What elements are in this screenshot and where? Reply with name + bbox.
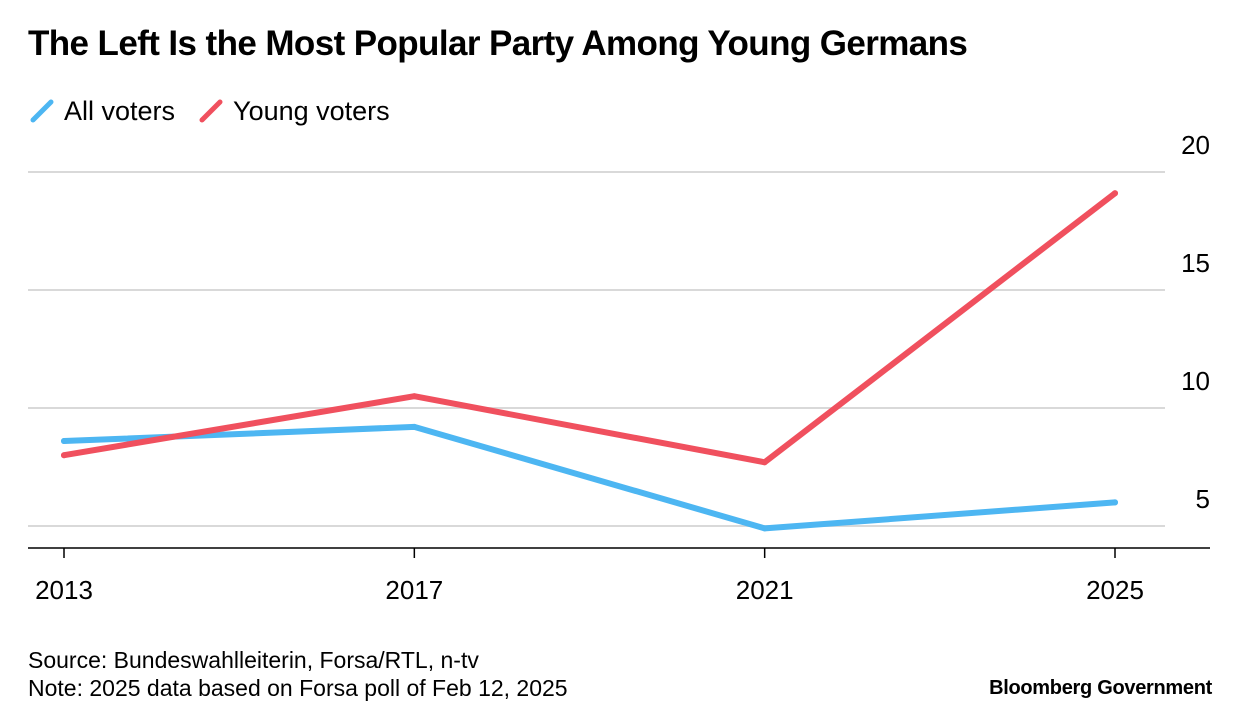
- y-tick-label-15: 15: [1181, 248, 1210, 278]
- x-tick-label-2017: 2017: [385, 575, 443, 605]
- legend-swatch-young-voters: [199, 99, 223, 123]
- series-line-young-voters: [61, 190, 1118, 466]
- data-point-young-voters-2021: [761, 459, 768, 466]
- legend-swatch-all-voters: [30, 99, 54, 123]
- data-point-all-voters-2025: [1112, 499, 1118, 506]
- data-note: Note: 2025 data based on Forsa poll of F…: [28, 675, 568, 701]
- x-tick-label-2025: 2025: [1086, 575, 1144, 605]
- y-tick-label-10: 10: [1181, 366, 1210, 396]
- source-note: Source: Bundeswahlleiterin, Forsa/RTL, n…: [28, 647, 479, 673]
- legend: All voters Young voters: [28, 94, 412, 128]
- data-point-all-voters-2021: [761, 525, 768, 532]
- y-tick-label-20: 20: [1181, 130, 1210, 160]
- data-point-young-voters-2013: [61, 452, 67, 459]
- legend-item-young-voters: Young voters: [197, 96, 390, 127]
- footer-notes: Source: Bundeswahlleiterin, Forsa/RTL, n…: [28, 646, 568, 702]
- chart-title: The Left Is the Most Popular Party Among…: [28, 24, 968, 63]
- data-point-young-voters-2017: [411, 393, 418, 400]
- data-point-all-voters-2017: [411, 423, 418, 430]
- series-line-all-voters: [61, 423, 1118, 532]
- data-point-young-voters-2025: [1112, 190, 1118, 197]
- legend-label-all-voters: All voters: [64, 95, 176, 126]
- y-tick-label-5: 5: [1196, 484, 1210, 514]
- x-tick-label-2021: 2021: [736, 575, 794, 605]
- legend-item-all-voters: All voters: [28, 96, 175, 127]
- brand-logo: Bloomberg Government: [989, 677, 1212, 699]
- x-tick-label-2013: 2013: [35, 575, 93, 605]
- legend-label-young-voters: Young voters: [233, 95, 390, 126]
- data-point-all-voters-2013: [61, 438, 67, 445]
